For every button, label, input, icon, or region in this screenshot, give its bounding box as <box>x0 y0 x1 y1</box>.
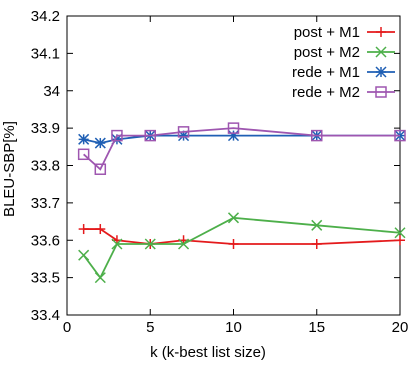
data-point <box>94 163 107 175</box>
series-1 <box>78 224 405 249</box>
y-tick-label: 34.2 <box>31 8 60 25</box>
legend-entry: post + M1 <box>294 24 395 41</box>
legend-marker <box>375 46 387 58</box>
legend-label: rede + M2 <box>292 84 360 101</box>
data-point <box>178 238 190 250</box>
y-tick-label: 33.5 <box>31 270 60 287</box>
series-line <box>82 216 401 280</box>
marker-stroke <box>394 129 406 142</box>
marker-stroke <box>144 238 156 250</box>
marker-stroke <box>375 66 387 78</box>
data-point <box>311 129 323 142</box>
marker-stroke <box>311 129 323 142</box>
x-tick-label: 0 <box>63 319 71 336</box>
data-point <box>78 249 90 261</box>
x-tick-label: 10 <box>225 319 242 336</box>
data-point <box>227 122 240 134</box>
marker-stroke <box>227 212 240 224</box>
marker-stroke <box>111 129 123 142</box>
y-tick-label: 33.8 <box>31 158 60 175</box>
series-line <box>83 134 400 144</box>
marker-stroke <box>144 129 156 142</box>
marker-stroke <box>375 86 387 98</box>
x-tick-label: 20 <box>392 319 409 336</box>
series-4 <box>77 122 406 175</box>
marker-stroke <box>227 122 240 134</box>
marker-stroke <box>394 227 406 239</box>
marker-stroke <box>227 130 240 142</box>
data-point <box>144 238 156 250</box>
data-point <box>311 238 322 249</box>
y-tick-label: 33.6 <box>31 232 60 249</box>
data-point <box>227 212 240 224</box>
marker-stroke <box>94 163 107 175</box>
marker-stroke <box>178 238 190 250</box>
axes-layer: 33.4 33.5 33.6 33.7 33.8 33.9 34 34.1 34.2 0 5 10 15… <box>31 8 409 336</box>
legend-entry: rede + M1 <box>292 64 395 81</box>
marker-stroke <box>375 46 387 58</box>
y-axis-label: BLEU-SBP[%] <box>1 121 18 217</box>
legend-label: post + M1 <box>294 24 360 41</box>
data-point <box>78 133 90 145</box>
data-point <box>94 137 106 149</box>
x-tick-label: 15 <box>308 319 325 336</box>
y-tick-label: 33.9 <box>31 120 60 137</box>
series-layer <box>77 122 406 284</box>
data-point <box>394 129 406 142</box>
y-tick-label: 33.4 <box>31 307 60 324</box>
data-point <box>177 126 190 138</box>
series-line <box>83 127 400 171</box>
marker-stroke <box>311 219 323 231</box>
marker-stroke <box>78 249 90 261</box>
data-point <box>77 148 90 161</box>
marker-stroke <box>111 238 123 250</box>
data-point <box>228 238 239 249</box>
series-line <box>83 228 401 245</box>
marker-stroke <box>94 272 106 284</box>
series-3 <box>78 130 406 149</box>
y-tick-label: 34 <box>43 83 60 100</box>
legend-marker <box>375 66 387 78</box>
marker-stroke <box>78 133 90 145</box>
data-point <box>94 272 106 284</box>
series-2 <box>78 212 406 284</box>
legend-marker <box>375 86 387 98</box>
marker-stroke <box>94 137 106 149</box>
data-point <box>95 224 106 235</box>
data-point <box>144 129 156 142</box>
marker-stroke <box>177 126 190 138</box>
data-point <box>111 129 123 142</box>
data-point <box>311 219 323 231</box>
data-point <box>111 238 123 250</box>
legend-marker <box>376 27 386 37</box>
x-tick-label: 5 <box>146 319 154 336</box>
marker-stroke <box>77 148 90 161</box>
data-point <box>227 130 240 142</box>
data-point <box>394 227 406 239</box>
legend-entry: post + M2 <box>294 44 395 61</box>
x-axis-label: k (k-best list size) <box>150 344 266 361</box>
data-point <box>78 224 89 235</box>
legend-entry: rede + M2 <box>292 84 395 101</box>
data-point <box>395 235 405 246</box>
y-tick-label: 34.1 <box>31 45 60 62</box>
legend-label: rede + M1 <box>292 64 360 81</box>
y-tick-label: 33.7 <box>31 195 60 212</box>
legend: post + M1 post + M2 rede + M1 rede + M2 <box>292 24 395 101</box>
legend-label: post + M2 <box>294 44 360 61</box>
